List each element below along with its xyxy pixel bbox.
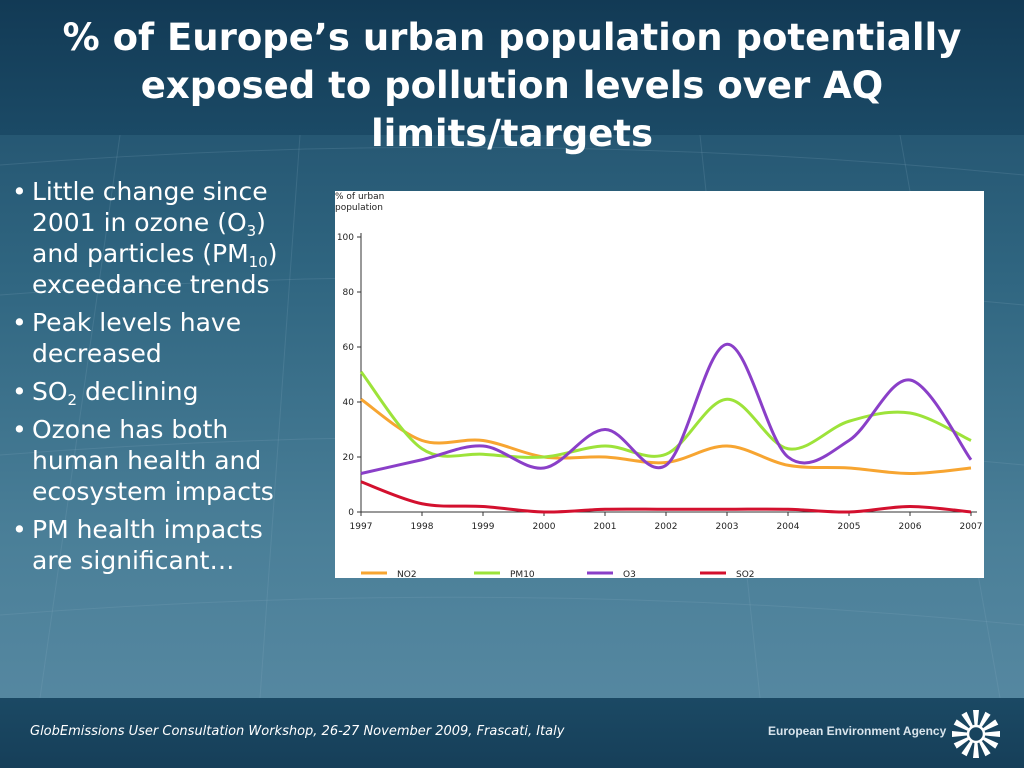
bullet-list: Little change since 2001 in ozone (O3) a… [10,176,310,583]
x-tick-label: 2000 [533,522,556,532]
bullet-text: declining [77,377,199,406]
footer-text: GlobEmissions User Consultation Workshop… [30,724,565,739]
y-tick-label: 60 [343,343,355,353]
x-tick-label: 2002 [655,522,678,532]
y-tick-label: 0 [348,508,354,518]
y-tick-label: 100 [337,233,354,243]
x-tick-label: 2003 [716,522,739,532]
bullet-item: SO2 declining [10,376,310,409]
x-tick-label: 1998 [411,522,434,532]
title-band [0,0,1024,135]
legend-label-o3: O3 [623,570,636,578]
series-line-so2 [360,480,972,514]
subscript: 2 [67,391,78,409]
subscript: 3 [246,222,257,240]
organization-name: European Environment Agency [768,724,947,738]
series-line-pm10 [359,370,972,459]
x-tick-label: 2001 [594,522,617,532]
y-axis-label-line-1: % of urban [335,192,384,202]
bullet-item: Little change since 2001 in ozone (O3) a… [10,176,310,300]
footer-band [0,698,1024,768]
bullet-text: PM health impacts are significant… [32,515,263,575]
y-tick-label: 80 [343,288,355,298]
x-tick-label: 2004 [777,522,800,532]
y-axis-label-line-2: population [335,203,383,213]
legend-label-no2: NO2 [397,570,417,578]
title-line-2: exposed to pollution levels over AQ limi… [140,64,884,155]
bullet-text: Peak levels have decreased [32,308,242,368]
line-chart: % of urban population 0 20 40 60 80 100 1997 19… [335,192,983,578]
series-line-o3 [360,342,973,475]
bullet-text: ) and particles (PM [32,208,266,268]
slide-title: % of Europe’s urban population potential… [0,14,1024,158]
bullet-text: SO [32,377,68,406]
series-line-no2 [360,398,972,475]
eea-sun-logo-icon [952,710,1000,758]
bullet-item: Peak levels have decreased [10,307,310,369]
bullet-text: Ozone has both human health and ecosyste… [32,415,274,506]
bullet-text: ) exceedance trends [32,239,278,299]
subscript: 10 [248,253,268,271]
bullet-item: PM health impacts are significant… [10,514,310,576]
x-tick-label: 2005 [838,522,861,532]
bullet-text: Little change since 2001 in ozone (O [32,177,268,237]
y-tick-label: 20 [343,453,355,463]
legend-label-pm10: PM10 [510,570,535,578]
x-tick-label: 2006 [899,522,922,532]
x-tick-label: 1999 [472,522,495,532]
chart-panel: % of urban population 0 20 40 60 80 100 1997 19… [335,191,984,578]
title-line-1: % of Europe’s urban population potential… [62,16,962,59]
x-tick-label: 1997 [350,522,373,532]
legend-label-so2: SO2 [736,570,755,578]
bullet-item: Ozone has both human health and ecosyste… [10,414,310,507]
x-tick-label: 2007 [960,522,983,532]
y-tick-label: 40 [343,398,355,408]
